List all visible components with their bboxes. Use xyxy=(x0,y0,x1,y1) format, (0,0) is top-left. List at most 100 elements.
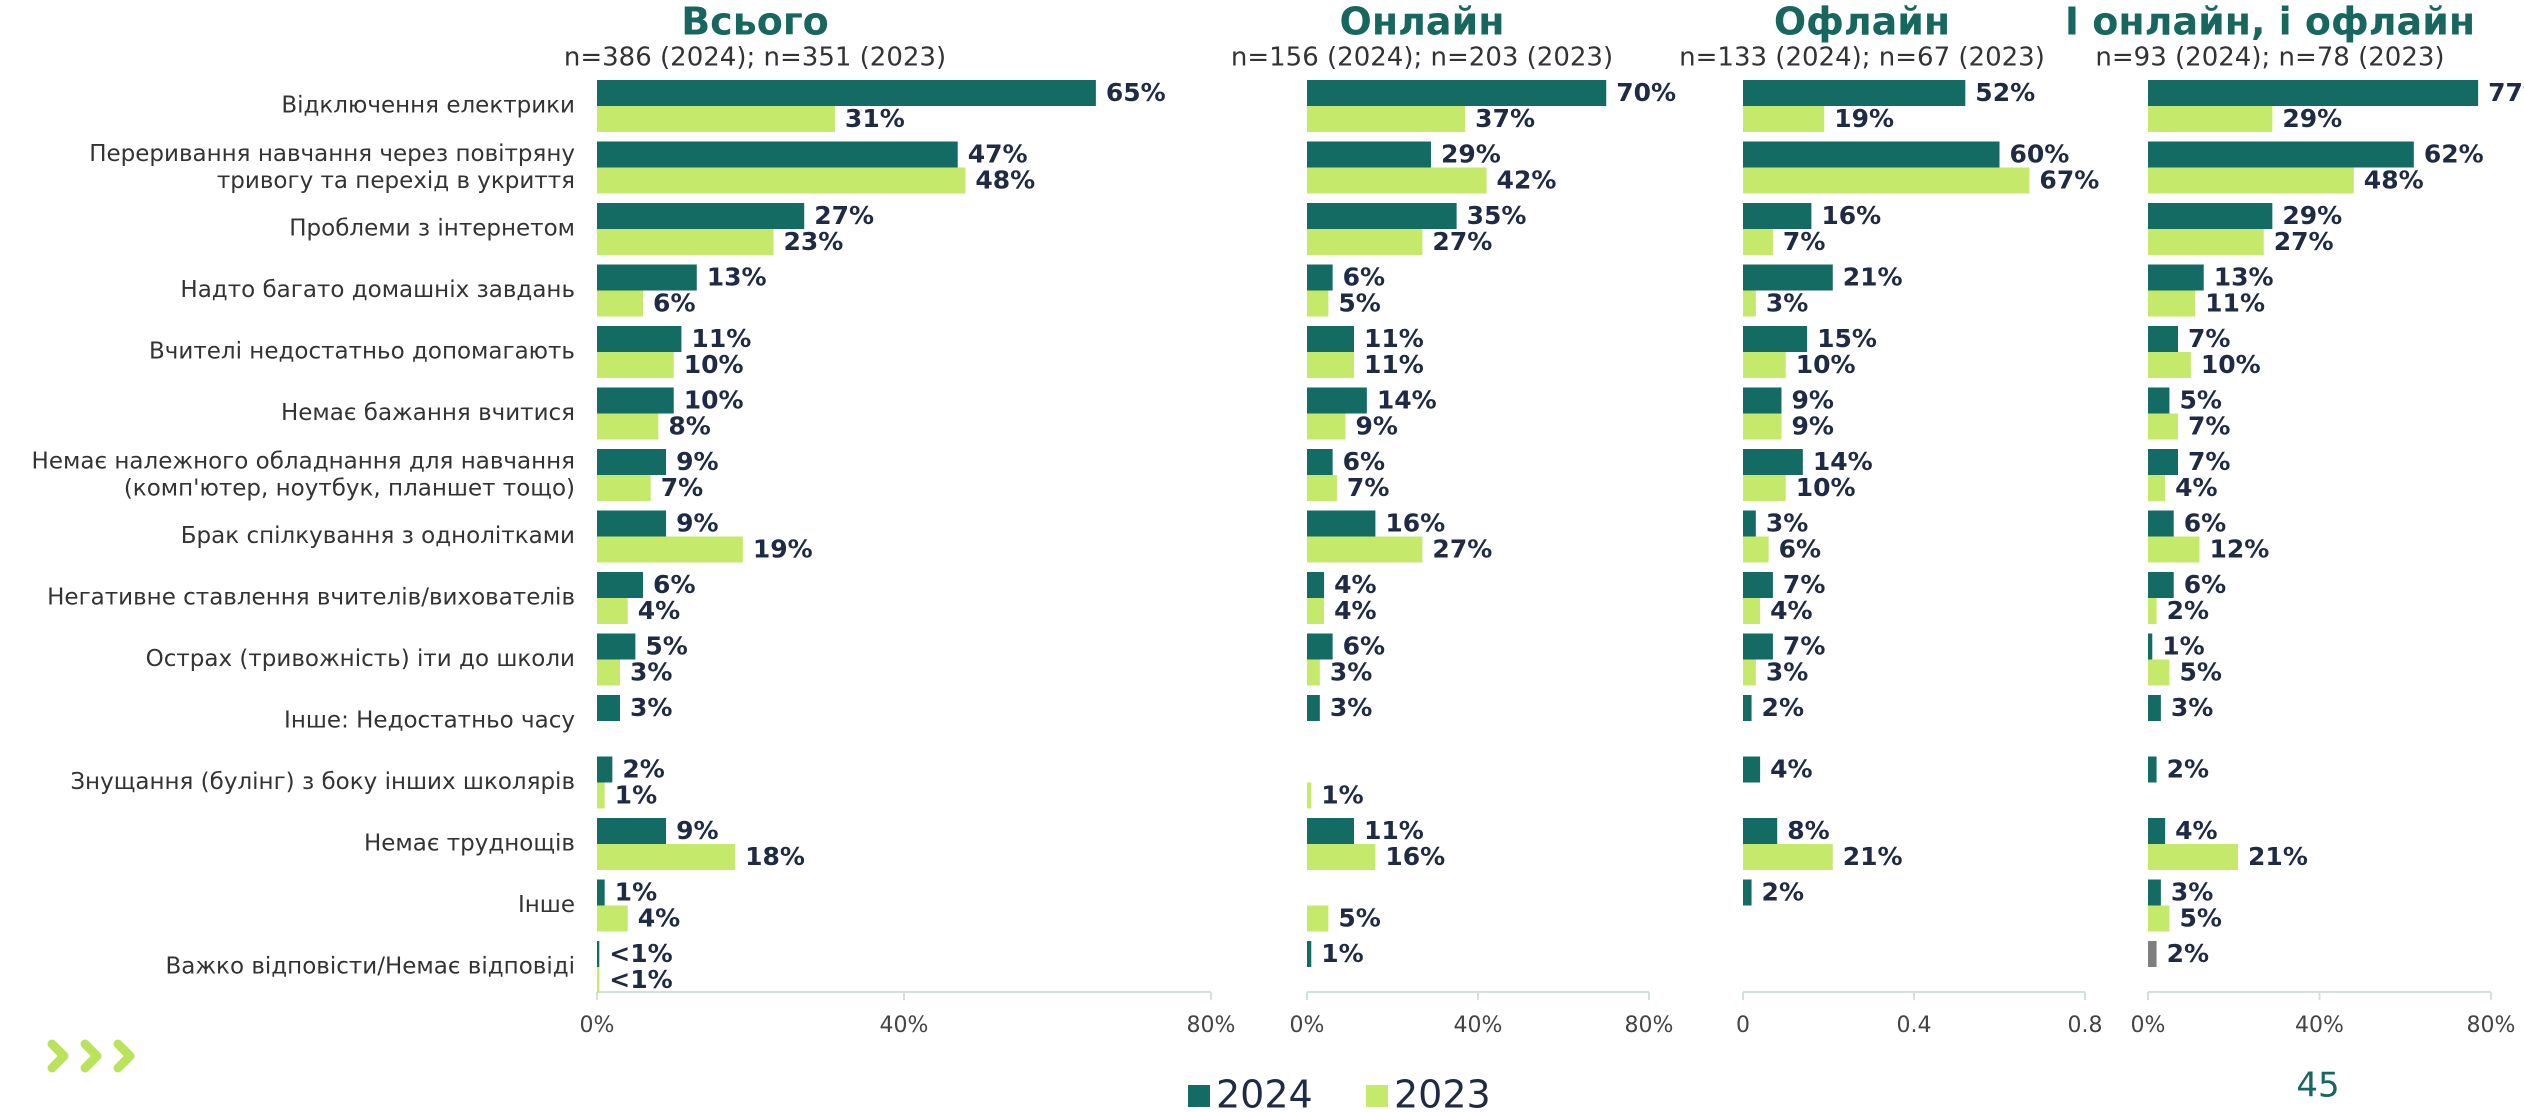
data-label: 6% xyxy=(1343,447,1385,476)
data-label: 1% xyxy=(1321,781,1363,810)
bar xyxy=(2148,352,2191,378)
data-label: 4% xyxy=(1770,755,1812,784)
bar xyxy=(1307,782,1312,809)
bar xyxy=(597,449,667,475)
data-label: 21% xyxy=(1843,263,1903,292)
bar xyxy=(597,413,659,440)
bar xyxy=(1307,229,1423,255)
bar xyxy=(1307,659,1320,686)
bar xyxy=(1307,475,1337,501)
bar xyxy=(1743,475,1786,501)
bar xyxy=(597,475,651,501)
data-label: 3% xyxy=(630,658,672,687)
data-label: 5% xyxy=(645,632,687,661)
category-label: Знущання (булінг) з боку інших школярів xyxy=(70,769,575,795)
bar xyxy=(2148,387,2170,414)
data-label: 21% xyxy=(1843,842,1903,871)
data-label: 7% xyxy=(1783,570,1825,599)
bar xyxy=(2148,633,2153,660)
bar xyxy=(2148,475,2166,501)
bar xyxy=(2148,413,2179,440)
data-label: 10% xyxy=(684,350,744,379)
legend-swatch xyxy=(1366,1085,1388,1107)
data-label: 48% xyxy=(975,166,1035,195)
bar xyxy=(1307,413,1346,440)
category-label: Переривання навчання через повітряну трив… xyxy=(89,141,575,194)
bar xyxy=(2148,203,2273,229)
panel-title: Офлайн xyxy=(1774,0,1950,44)
data-label: 6% xyxy=(653,570,695,599)
bar xyxy=(1307,572,1325,598)
x-tick-label: 80% xyxy=(1625,1013,1674,1038)
x-tick-label: 0% xyxy=(2131,1013,2166,1038)
data-label: 77% xyxy=(2488,78,2524,107)
bar xyxy=(2148,659,2170,686)
bar xyxy=(597,633,636,660)
data-label: <1% xyxy=(609,965,672,994)
bar xyxy=(597,290,644,317)
bar xyxy=(1743,449,1803,475)
panel-title: Всього xyxy=(681,0,829,44)
category-label: Немає належного обладнання для навчання(… xyxy=(32,448,575,501)
data-label: 29% xyxy=(1441,140,1501,169)
category-label: Важко відповісти/Немає відповіді xyxy=(165,954,575,980)
data-label: 14% xyxy=(1377,386,1437,415)
x-tick-label: 0 xyxy=(1736,1013,1750,1038)
panel-subtitle: n=93 (2024); n=78 (2023) xyxy=(2095,43,2444,73)
bar xyxy=(2148,141,2414,168)
bar xyxy=(597,510,667,537)
bar xyxy=(597,756,613,783)
bar xyxy=(2148,598,2157,624)
bar xyxy=(597,844,736,870)
category-label: Немає труднощів xyxy=(364,831,575,857)
bar xyxy=(597,967,600,993)
data-label: 52% xyxy=(1975,78,2035,107)
data-label: 3% xyxy=(1330,658,1372,687)
category-label: Брак спілкування з однолітками xyxy=(181,523,575,549)
bar xyxy=(1307,387,1367,414)
data-label: 14% xyxy=(1813,447,1873,476)
bar xyxy=(597,572,644,598)
bar xyxy=(2148,572,2174,598)
data-label: 8% xyxy=(1787,816,1829,845)
bar xyxy=(2148,80,2479,106)
data-label: 5% xyxy=(2179,904,2221,933)
data-label: 13% xyxy=(707,263,767,292)
bar xyxy=(597,167,966,194)
bar xyxy=(2148,695,2161,721)
data-label: 2% xyxy=(2167,939,2209,968)
data-label: 1% xyxy=(2162,632,2204,661)
data-label: 10% xyxy=(2201,350,2261,379)
bar xyxy=(597,818,667,844)
data-label: 6% xyxy=(653,289,695,318)
bar xyxy=(1307,203,1457,229)
bar xyxy=(1743,80,1966,106)
data-label: 3% xyxy=(1330,693,1372,722)
chevrons xyxy=(47,1039,135,1073)
data-label: 2% xyxy=(2167,596,2209,625)
data-label: 7% xyxy=(661,473,703,502)
bar xyxy=(1743,510,1756,537)
x-tick-label: 0.4 xyxy=(1897,1013,1932,1038)
x-tick-label: 40% xyxy=(2295,1013,2344,1038)
data-label: 9% xyxy=(1791,412,1833,441)
bar xyxy=(2148,879,2161,906)
bar xyxy=(597,536,743,563)
bar xyxy=(2148,941,2157,967)
x-tick-label: 0% xyxy=(580,1013,615,1038)
data-label: 65% xyxy=(1106,78,1166,107)
data-label: 27% xyxy=(1432,535,1492,564)
data-label: 16% xyxy=(1385,842,1445,871)
data-label: 27% xyxy=(814,201,874,230)
page-number: 45 xyxy=(2296,1066,2339,1106)
bar xyxy=(597,905,628,932)
data-label: 5% xyxy=(2179,658,2221,687)
bar xyxy=(597,659,621,686)
bar xyxy=(2148,106,2273,132)
bar xyxy=(597,203,805,229)
bar xyxy=(2148,264,2204,291)
data-label: 3% xyxy=(2171,878,2213,907)
bar xyxy=(2148,818,2166,844)
bar xyxy=(1307,695,1320,721)
data-label: 37% xyxy=(1475,104,1535,133)
